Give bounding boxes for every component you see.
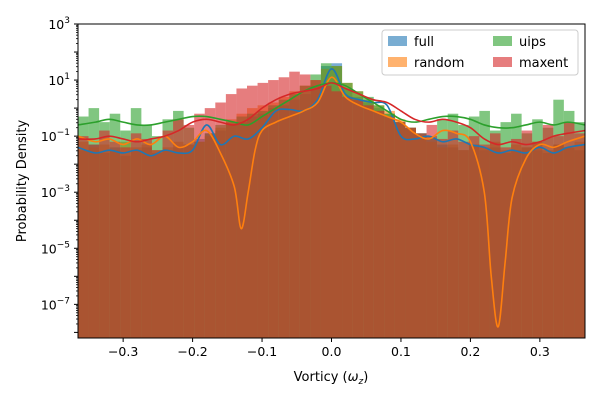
hist-bar-maxent	[109, 141, 121, 338]
hist-bar-maxent	[130, 133, 142, 338]
plot-area	[77, 23, 586, 339]
hist-bar-maxent	[141, 138, 152, 338]
hist-bar-maxent	[373, 110, 385, 338]
hist-bar-maxent	[183, 124, 195, 338]
hist-bar-maxent	[500, 147, 512, 338]
hist-bar-maxent	[310, 80, 321, 338]
hist-bar-maxent	[416, 133, 427, 338]
y-tick-label: 10−7	[41, 296, 70, 312]
hist-bar-maxent	[447, 130, 459, 338]
x-tick-label: 0.3	[530, 344, 550, 359]
x-tick-label: −0.1	[247, 344, 277, 359]
hist-bar-maxent	[88, 144, 100, 338]
legend-box	[381, 29, 579, 76]
x-tick-label: 0.2	[460, 344, 480, 359]
hist-bar-maxent	[173, 119, 184, 338]
hist-bar-maxent	[489, 133, 501, 338]
x-axis-label: Vorticy (ωz)	[294, 370, 369, 387]
kde-curve-full	[78, 68, 585, 157]
x-tick-label: −0.3	[108, 344, 138, 359]
histogram-bars	[78, 63, 585, 338]
hist-bar-maxent	[151, 150, 163, 338]
legend-swatch-full	[388, 36, 407, 46]
y-tick-label: 10−5	[41, 240, 70, 256]
hist-bar-maxent	[468, 136, 480, 338]
x-tick-label: 0.0	[322, 344, 342, 359]
hist-bar-maxent	[437, 138, 448, 338]
y-axis: 10−7 10−5 10−3 10−1 101 103	[41, 16, 78, 333]
hist-bar-maxent	[78, 136, 89, 338]
hist-bar-maxent	[574, 133, 585, 338]
kde-curve-random	[78, 76, 585, 328]
hist-bar-maxent	[511, 138, 522, 338]
hist-bar-maxent	[384, 116, 395, 338]
hist-bar-maxent	[120, 147, 131, 338]
hist-bar-maxent	[99, 130, 110, 338]
hist-bar-maxent	[331, 91, 343, 338]
hist-bar-maxent	[426, 124, 438, 338]
hist-bar-maxent	[342, 96, 353, 338]
hist-bar-maxent	[162, 130, 174, 338]
legend: full random uips maxent	[381, 29, 579, 76]
hist-bar-maxent	[394, 122, 406, 338]
kde-curves	[78, 68, 585, 328]
hist-bar-maxent	[247, 85, 258, 338]
hist-bar-maxent	[405, 127, 416, 338]
legend-swatch-maxent	[493, 57, 512, 67]
x-tick-label: 0.1	[391, 344, 411, 359]
hist-bar-maxent	[532, 141, 543, 338]
y-tick-label: 10−1	[41, 128, 70, 144]
legend-label-uips: uips	[519, 35, 546, 50]
legend-swatch-uips	[493, 36, 512, 46]
y-tick-label: 10−3	[41, 184, 70, 200]
legend-label-full: full	[414, 35, 434, 50]
hist-bar-maxent	[194, 113, 205, 338]
hist-bar-maxent	[299, 74, 311, 338]
hist-bar-maxent	[553, 136, 564, 338]
y-tick-label: 103	[48, 16, 70, 32]
hist-bar-maxent	[278, 77, 290, 338]
hist-bar-maxent	[268, 80, 279, 338]
hist-bar-maxent	[225, 94, 237, 338]
hist-bar-maxent	[542, 124, 554, 338]
hist-bar-maxent	[320, 85, 332, 338]
hist-bar-maxent	[289, 71, 300, 338]
x-tick-label: −0.2	[177, 344, 207, 359]
hist-bar-maxent	[236, 88, 247, 338]
hist-bar-maxent	[563, 122, 575, 338]
hist-bar-maxent	[257, 82, 269, 338]
y-tick-label: 101	[48, 72, 70, 88]
hist-bar-maxent	[215, 102, 226, 338]
legend-label-maxent: maxent	[519, 56, 568, 71]
y-axis-label: Probability Density	[15, 120, 30, 243]
x-axis: −0.3 −0.2 −0.1 0.0 0.1 0.2 0.3	[108, 338, 550, 359]
legend-swatch-random	[388, 57, 407, 67]
kde-curve-maxent	[78, 82, 585, 146]
legend-label-random: random	[414, 56, 464, 71]
hist-bar-maxent	[204, 108, 216, 338]
hist-bar-maxent	[521, 130, 533, 338]
hist-bar-maxent	[458, 141, 469, 338]
hist-bar-maxent	[352, 99, 364, 338]
hist-bar-maxent	[479, 144, 490, 338]
hist-bar-maxent	[363, 105, 374, 338]
